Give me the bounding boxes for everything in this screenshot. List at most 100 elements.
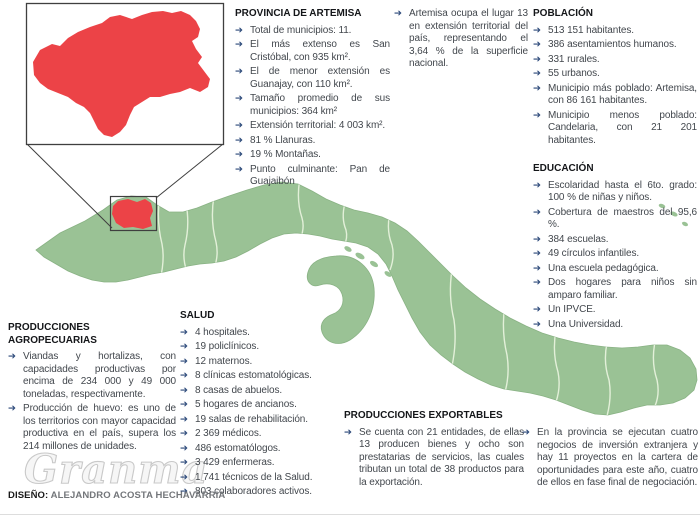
bullet-text: Dos hogares para niños sin amparo famili…: [548, 277, 697, 301]
bullet-arrow-icon: ➔: [533, 304, 541, 315]
bullet-text: 803 colaboradores activos.: [195, 486, 312, 497]
bullet-text: Tamaño promedio de sus municipios: 364 k…: [250, 93, 390, 117]
bullet-text: 49 círculos infantiles.: [548, 248, 640, 259]
bullet-text: 81 % Llanuras.: [250, 134, 316, 146]
section-title: PRODUCCIONES AGROPECUARIAS: [8, 322, 97, 346]
list-item: ➔ Total de municipios: 11.: [235, 25, 390, 38]
bullet-arrow-icon: ➔: [344, 426, 352, 438]
bullet-arrow-icon: ➔: [235, 120, 243, 131]
bullet-arrow-icon: ➔: [522, 427, 530, 438]
section-title: EDUCACIÓN: [533, 163, 594, 174]
bullet-arrow-icon: ➔: [533, 39, 541, 50]
bullet-text: 2 369 médicos.: [195, 428, 262, 439]
section-title: SALUD: [180, 310, 215, 321]
list-item: ➔ Viandas y hortalizas, con capacidades …: [8, 351, 176, 401]
list-item: ➔ 81 % Llanuras.: [235, 135, 390, 148]
map-highlight-rect: [109, 195, 158, 232]
bullet-text: 5 hogares de ancianos.: [195, 399, 297, 410]
bullet-text: Se cuenta con 21 entidades, de ellas 13 …: [359, 426, 524, 488]
bullet-arrow-icon: ➔: [533, 82, 541, 94]
bullet-text: 386 asentamientos humanos.: [548, 39, 677, 50]
bullet-text: Extensión territorial: 4 003 km².: [250, 120, 386, 131]
bullet-text: 19 policlínicos.: [195, 341, 259, 352]
section-title: POBLACIÓN: [533, 8, 593, 19]
bullet-text: Una Universidad.: [548, 318, 624, 330]
list-item: ➔ 2 369 médicos.: [180, 428, 348, 441]
artemisa-province-large: [33, 11, 210, 137]
bullet-text: Municipio menos poblado: Candelaria, con…: [548, 109, 697, 146]
list-item: ➔ Tamaño promedio de sus municipios: 364…: [235, 93, 390, 118]
design-label: DISEÑO:: [8, 490, 49, 501]
list-item: ➔ 19 % Montañas.: [235, 149, 390, 162]
bullet-text: El más extenso es San Cristóbal, con 935…: [250, 39, 390, 63]
bullet-arrow-icon: ➔: [180, 457, 188, 468]
granma-watermark: Granma: [23, 445, 209, 493]
bullet-list: ➔ En la provincia se ejecutan cuatro neg…: [522, 427, 698, 490]
designer-name: ALEJANDRO ACOSTA HECHAVARRIA: [48, 490, 226, 501]
list-item: ➔ Producción de huevo: es uno de los ter…: [8, 403, 176, 453]
bullet-list: ➔ 4 hospitales. ➔ 19 policlínicos. ➔ 12 …: [180, 327, 348, 499]
bullet-arrow-icon: ➔: [533, 233, 541, 245]
list-item: ➔ 8 clínicas estomatológicas.: [180, 370, 348, 383]
list-item: ➔ 486 estomatólogos.: [180, 443, 348, 456]
artemisa-province-small: [112, 199, 153, 229]
bullet-text: 19 % Montañas.: [250, 149, 321, 160]
bullet-arrow-icon: ➔: [235, 163, 243, 175]
bullet-arrow-icon: ➔: [180, 370, 188, 381]
bullet-arrow-icon: ➔: [180, 428, 188, 439]
bullet-text: 331 rurales.: [548, 53, 600, 65]
list-item: ➔ Extensión territorial: 4 003 km².: [235, 120, 390, 133]
bullet-arrow-icon: ➔: [235, 66, 243, 77]
bullet-list: ➔ 513 151 habitantes. ➔ 386 asentamiento…: [533, 25, 697, 148]
bullet-arrow-icon: ➔: [180, 384, 188, 396]
bullet-arrow-icon: ➔: [533, 109, 541, 121]
bullet-arrow-icon: ➔: [8, 351, 16, 362]
bullet-text: 513 151 habitantes.: [548, 24, 634, 36]
bullet-text: 19 salas de rehabilitación.: [195, 413, 308, 425]
list-item: ➔ 55 urbanos.: [533, 68, 697, 81]
list-item: ➔ Una Universidad.: [533, 319, 697, 332]
bullet-arrow-icon: ➔: [8, 403, 16, 414]
list-item: ➔ Dos hogares para niños sin amparo fami…: [533, 277, 697, 302]
section-educacion: EDUCACIÓN ➔ Escolaridad hasta el 6to. gr…: [533, 163, 697, 333]
bullet-text: 486 estomatólogos.: [195, 442, 281, 454]
bullet-text: 12 maternos.: [195, 355, 253, 367]
bullet-text: Escolaridad hasta el 6to. grado: 100 % d…: [548, 179, 697, 204]
list-item: ➔ El más extenso es San Cristóbal, con 9…: [235, 39, 390, 64]
bullet-arrow-icon: ➔: [235, 39, 243, 50]
section-artemisa-ocupa: ➔ Artemisa ocupa el lugar 13 en extensió…: [394, 8, 528, 73]
bullet-text: Cobertura de maestros del 95,6 %.: [548, 206, 697, 231]
list-item: ➔ Municipio más poblado: Artemisa, con 8…: [533, 83, 697, 108]
section-poblacion: POBLACIÓN ➔ 513 151 habitantes. ➔ 386 as…: [533, 8, 697, 149]
section-producciones-agropecuarias: PRODUCCIONES AGROPECUARIAS ➔ Viandas y h…: [8, 322, 176, 455]
bullet-list: ➔ Escolaridad hasta el 6to. grado: 100 %…: [533, 180, 697, 332]
cuba-island-shape: [35, 181, 698, 416]
inset-connector-lines: [26, 143, 224, 229]
bullet-list: ➔ Viandas y hortalizas, con capacidades …: [8, 351, 176, 453]
list-item: ➔ 384 escuelas.: [533, 234, 697, 247]
bullet-arrow-icon: ➔: [533, 277, 541, 288]
list-item: ➔ 331 rurales.: [533, 54, 697, 67]
bullet-text: 1 741 técnicos de la Salud.: [195, 471, 313, 483]
bullet-text: El de menor extensión es Guanajay, con 1…: [250, 66, 390, 90]
bullet-text: Viandas y hortalizas, con capacidades pr…: [23, 351, 176, 400]
list-item: ➔ 3 429 enfermeras.: [180, 457, 348, 470]
bullet-text: Una escuela pedagógica.: [548, 262, 659, 274]
list-item: ➔ 8 casas de abuelos.: [180, 385, 348, 398]
list-item: ➔ 19 policlínicos.: [180, 341, 348, 354]
bullet-text: En la provincia se ejecutan cuatro negoc…: [537, 427, 698, 488]
bullet-text: Punto culminante: Pan de Guajaibón: [250, 163, 390, 188]
section-salud: SALUD ➔ 4 hospitales. ➔ 19 policlínicos.…: [180, 310, 348, 501]
bullet-list: ➔ Total de municipios: 11. ➔ El más exte…: [235, 25, 390, 189]
list-item: ➔ 49 círculos infantiles.: [533, 248, 697, 261]
bullet-text: Un IPVCE.: [548, 304, 596, 315]
bullet-arrow-icon: ➔: [180, 326, 188, 338]
bullet-arrow-icon: ➔: [533, 68, 541, 79]
province-border-lines: [157, 182, 659, 415]
list-item: ➔ En la provincia se ejecutan cuatro neg…: [522, 427, 698, 490]
list-item: ➔ 4 hospitales.: [180, 327, 348, 340]
bullet-arrow-icon: ➔: [533, 179, 541, 191]
bullet-arrow-icon: ➔: [235, 24, 243, 36]
list-item: ➔ 513 151 habitantes.: [533, 25, 697, 38]
